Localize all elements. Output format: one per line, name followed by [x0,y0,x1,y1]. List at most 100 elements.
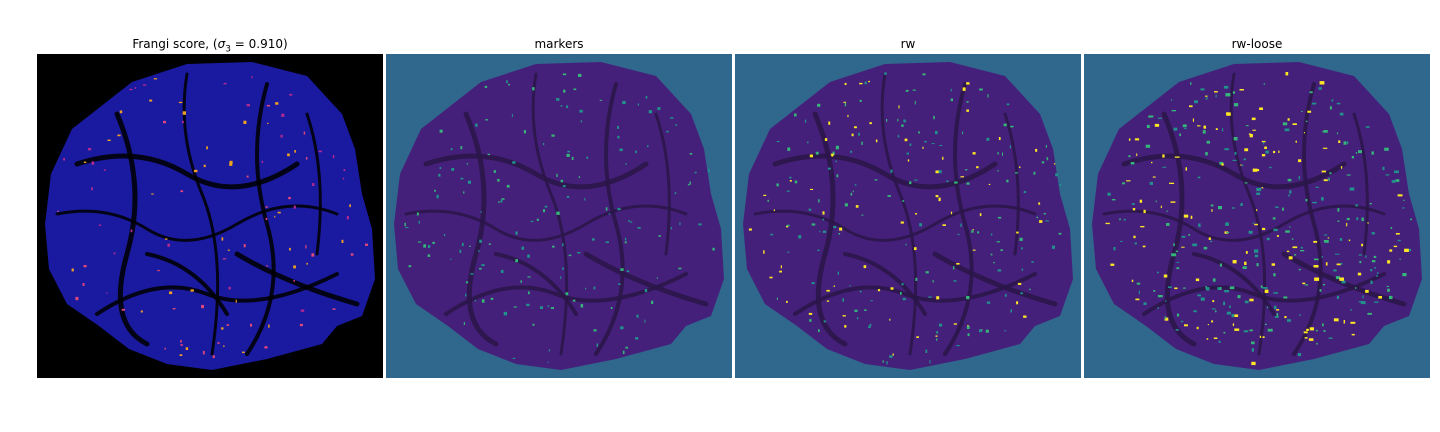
markers-speckle [436,194,439,199]
rw-speckle [990,253,993,256]
rw-speckle [902,200,905,202]
rw-loose-speckle [1294,254,1297,256]
rw-speckle [835,160,837,163]
rw-speckle [916,336,919,338]
markers-speckle [461,242,464,247]
rw-loose-speckle [1356,217,1359,221]
markers-speckle [484,85,488,88]
rw-loose-speckle [1203,125,1206,129]
rw-loose-speckle [1254,254,1259,258]
frangi-speckle [117,134,121,137]
rw-loose-speckle [1140,226,1145,228]
rw-speckle [826,300,830,302]
markers-speckle [459,249,462,253]
rw-speckle [938,170,942,174]
frangi-vessel [234,251,360,307]
rw-loose-speckle [1157,307,1159,309]
frangi-speckle [293,280,295,282]
rw-loose-speckle [1288,194,1290,197]
rw-loose-speckle [1206,140,1210,144]
rw-loose-speckle [1251,117,1256,121]
frangi-speckle [202,350,205,355]
rw-speckle [856,317,859,320]
markers-speckle [500,269,504,273]
rw-loose-speckle [1175,250,1178,253]
markers-speckle [577,252,581,254]
rw-loose-speckle [1111,199,1116,201]
rw-loose-speckle [1292,246,1298,249]
rw-loose-speckle [1336,132,1339,135]
rw-loose-speckle [1252,222,1255,224]
rw-loose-speckle [1183,214,1189,218]
rw-loose-speckle [1265,150,1269,154]
rw-speckle [861,214,864,216]
rw-speckle [990,233,993,236]
rw-loose-speckle [1231,314,1235,318]
rw-loose-speckle [1214,91,1218,93]
frangi-speckle [221,327,224,330]
rw-loose-speckle [1259,107,1263,110]
rw-loose-speckle [1273,273,1276,277]
rw-speckle [817,249,820,251]
markers-speckle [487,153,490,156]
rw-loose-speckle [1283,296,1288,299]
markers-speckle [637,103,640,106]
rw-loose-speckle [1308,338,1314,341]
markers-speckle [647,145,649,148]
rw-speckle [855,205,859,208]
rw-loose-speckle [1157,295,1163,298]
rw-loose-speckle [1128,155,1131,158]
rw-speckle [915,213,918,215]
frangi-speckle [293,205,296,209]
rw-speckle [852,190,854,193]
frangi-speckle [332,155,335,159]
rw-loose-speckle [1145,144,1151,148]
rw-speckle [914,101,916,105]
rw-loose-speckle [1176,313,1180,317]
markers-speckle [622,350,625,354]
rw-loose-speckle [1287,118,1290,121]
rw-loose-speckle [1323,284,1325,286]
rw-speckle [844,102,847,107]
markers-speckle [475,123,478,127]
rw-speckle [1002,152,1003,156]
rw-speckle [842,298,844,302]
rw-loose-speckle [1229,305,1231,309]
rw-speckle [1015,172,1018,174]
rw-loose-speckle [1360,301,1366,305]
frangi-speckle [277,211,281,214]
markers-speckle [427,254,431,257]
rw-speckle [817,103,821,107]
rw-loose-speckle [1387,288,1390,292]
rw-speckle [847,114,849,118]
markers-speckle [404,222,406,227]
markers-speckle [596,343,599,347]
frangi-speckle [332,308,336,310]
markers-speckle [550,307,554,309]
rw-speckle [851,133,854,137]
rw-loose-speckle [1287,178,1292,182]
rw-loose-vessel [1142,272,1386,316]
rw-speckle [835,145,839,150]
markers-speckle [478,250,480,253]
rw-loose-speckle [1157,117,1162,119]
rw-loose-speckle [1336,263,1341,266]
rw-speckle [962,87,966,91]
rw-speckle [1021,247,1023,250]
rw-loose-speckle [1325,262,1328,266]
rw-loose-speckle [1334,253,1340,255]
rw-loose-speckle [1298,176,1300,180]
rw-loose-speckle [1355,204,1358,207]
rw-loose-speckle [1219,161,1224,165]
rw-speckle [956,263,960,265]
frangi-speckle [221,237,224,241]
markers-speckle [548,349,551,352]
markers-speckle [511,114,513,118]
frangi-speckle [130,229,133,233]
rw-loose-speckle [1391,180,1396,183]
frangi-speckle [119,110,123,114]
frangi-speckle [289,247,291,251]
rw-loose-speckle [1313,240,1318,243]
rw-loose-speckle [1394,170,1399,174]
rw-loose-speckle [1241,164,1244,167]
